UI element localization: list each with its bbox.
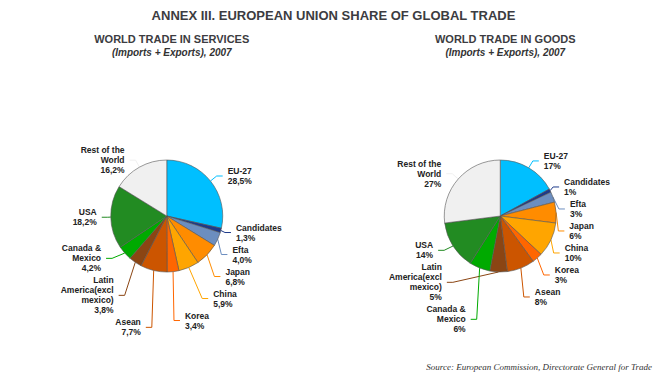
svg-text:Candidates: Candidates: [564, 177, 610, 187]
svg-text:USA: USA: [415, 240, 433, 250]
svg-text:America(excl: America(excl: [389, 272, 442, 282]
svg-text:7,7%: 7,7%: [121, 327, 141, 337]
svg-text:USA: USA: [79, 207, 97, 217]
svg-text:6%: 6%: [453, 324, 466, 334]
svg-text:18,2%: 18,2%: [73, 217, 98, 227]
svg-text:Mexico: Mexico: [72, 253, 101, 263]
svg-text:WORLD TRADE IN SERVICES: WORLD TRADE IN SERVICES: [94, 33, 249, 45]
svg-text:5%: 5%: [430, 292, 443, 302]
svg-text:8%: 8%: [535, 297, 548, 307]
svg-text:America(excl: America(excl: [61, 285, 114, 295]
svg-text:1,3%: 1,3%: [236, 233, 256, 243]
svg-text:Korea: Korea: [555, 265, 579, 275]
svg-text:Asean: Asean: [115, 317, 141, 327]
svg-text:5,9%: 5,9%: [213, 299, 233, 309]
svg-text:EU-27: EU-27: [544, 151, 568, 161]
svg-text:Japan: Japan: [225, 267, 250, 277]
svg-text:China: China: [565, 243, 589, 253]
svg-text:27%: 27%: [424, 179, 441, 189]
svg-text:Asean: Asean: [535, 287, 561, 297]
svg-text:(Imports + Exports), 2007: (Imports + Exports), 2007: [445, 47, 565, 58]
svg-text:Mexico: Mexico: [437, 314, 466, 324]
svg-text:3%: 3%: [555, 275, 568, 285]
svg-text:EU-27: EU-27: [228, 166, 252, 176]
svg-text:10%: 10%: [565, 253, 582, 263]
svg-text:World: World: [101, 155, 125, 165]
svg-text:6,8%: 6,8%: [225, 277, 245, 287]
svg-text:3%: 3%: [570, 209, 583, 219]
svg-text:4,0%: 4,0%: [232, 255, 252, 265]
svg-text:Efta: Efta: [232, 245, 248, 255]
svg-text:Latin: Latin: [93, 275, 113, 285]
svg-text:17%: 17%: [544, 161, 561, 171]
svg-text:China: China: [213, 289, 237, 299]
svg-text:3,8%: 3,8%: [94, 305, 114, 315]
svg-text:Canada &: Canada &: [62, 243, 101, 253]
svg-text:Candidates: Candidates: [236, 223, 282, 233]
svg-text:World: World: [417, 169, 441, 179]
svg-text:Efta: Efta: [570, 199, 586, 209]
svg-text:Canada &: Canada &: [426, 304, 465, 314]
svg-text:14%: 14%: [416, 250, 433, 260]
svg-text:Korea: Korea: [185, 311, 209, 321]
svg-text:16,2%: 16,2%: [100, 165, 125, 175]
svg-text:Rest of the: Rest of the: [81, 145, 125, 155]
svg-text:WORLD TRADE IN GOODS: WORLD TRADE IN GOODS: [435, 33, 576, 45]
svg-text:mexico): mexico): [82, 295, 114, 305]
svg-text:1%: 1%: [564, 187, 577, 197]
svg-text:4,2%: 4,2%: [82, 263, 102, 273]
svg-text:28,5%: 28,5%: [228, 176, 253, 186]
svg-text:ANNEX III. EUROPEAN UNION SHAR: ANNEX III. EUROPEAN UNION SHARE OF GLOBA…: [152, 8, 516, 23]
svg-text:Latin: Latin: [422, 262, 442, 272]
svg-text:3,4%: 3,4%: [185, 321, 205, 331]
svg-text:6%: 6%: [569, 231, 582, 241]
svg-text:mexico): mexico): [410, 282, 442, 292]
svg-text:Rest of the: Rest of the: [397, 159, 441, 169]
svg-text:Source: European Commission, D: Source: European Commission, Directorate…: [426, 362, 652, 372]
svg-text:(Imports + Exports), 2007: (Imports + Exports), 2007: [112, 47, 232, 58]
svg-text:Japan: Japan: [569, 221, 594, 231]
